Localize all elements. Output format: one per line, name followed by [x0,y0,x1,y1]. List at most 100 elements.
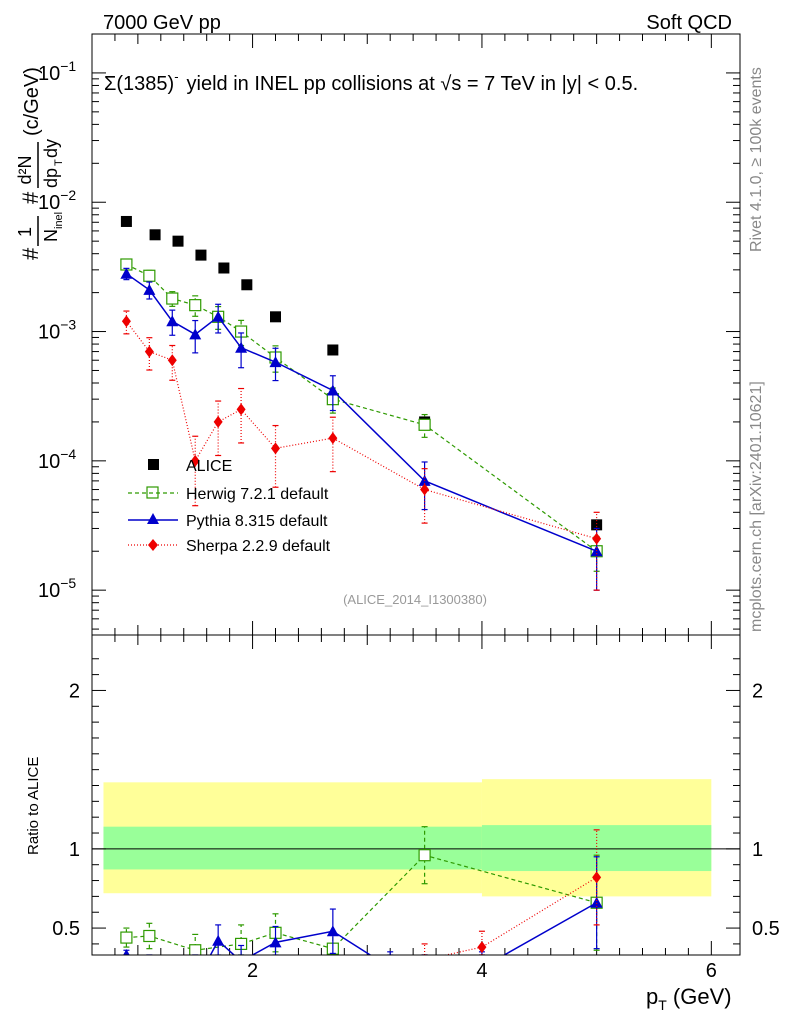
main-point-data [218,262,230,274]
ratio-point-pythia [590,896,603,908]
legend-marker-herwig [146,486,159,499]
ratio-xtick-label: 6 [706,960,717,982]
svg-text:T: T [53,159,65,166]
main-point-pythia [212,310,225,322]
legend-marker-sherpa [148,539,158,551]
ratio-point-herwig [418,849,431,862]
main-line-pythia [125,273,597,552]
main-axis-ticks: 10−1 10−2 10−3 10−4 10−5 [38,33,740,635]
main-point-sherpa [190,454,200,467]
legend-label-sherpa: Sherpa 2.2.9 default [186,538,331,555]
svg-text:dy: dy [41,139,61,158]
main-ytick-label: 10−2 [38,187,76,214]
ratio-point-pythia [212,934,225,946]
ratio-series-sherpa [421,829,602,955]
svg-text:(c/GeV): (c/GeV) [21,67,43,136]
ratio-bands [92,779,740,897]
rivet-label: Rivet 4.1.0, ≥ 100k events [748,67,765,252]
main-point-sherpa [121,315,131,328]
main-ytick-label: 10−4 [38,446,76,473]
category-label: Soft QCD [646,12,732,34]
main-point-sherpa [328,432,338,445]
legend-marker-alice [148,459,159,470]
main-ylabel: # 1 N inel # d²N dp T dy (c/GeV) [15,67,65,260]
svg-text:d²N: d²N [15,155,35,184]
main-point-pythia [166,315,179,327]
main-point-pythia [120,267,133,279]
ratio-xtick-label: 2 [247,960,258,982]
main-point-data [241,279,253,291]
ratio-ytick-label-right: 2 [752,680,763,702]
main-point-data [327,344,339,356]
main-line-sherpa [125,320,597,540]
mcplots-label: mcplots.cern.ch [arXiv:2401.10621] [748,381,765,632]
ratio-ytick-label-right: 1 [752,839,763,861]
main-point-sherpa [271,442,281,455]
ratio-point-sherpa [477,941,487,954]
main-point-pythia [269,356,282,368]
main-point-pythia [235,341,248,353]
main-point-herwig [189,299,202,312]
main-point-sherpa [236,403,246,416]
ratio-axis-ticks: 0.5 0.5 1 1 2 2 2 4 6 [52,635,780,982]
legend: ALICE Herwig 7.2.1 default Pythia 8.315 … [128,458,331,555]
ratio-ytick-label: 2 [69,680,80,702]
ratio-panel: 0.5 0.5 1 1 2 2 2 4 6 Ratio to ALICE pT (GeV) [25,634,780,1013]
main-point-data [591,519,603,531]
main-series-group [120,215,603,591]
ratio-ylabel: Ratio to ALICE [25,757,42,855]
main-point-herwig [418,418,431,431]
main-panel: 10−1 10−2 10−3 10−4 10−5 Σ(1385)- yield in IN… [15,33,741,636]
ratio-point-herwig [189,944,202,955]
svg-text:1: 1 [15,227,35,237]
ratio-point-pythia [123,949,130,955]
ratio-point-pythia [269,936,282,948]
ratio-xlabel: pT (GeV) [646,984,732,1013]
main-point-sherpa [420,483,430,496]
main-ytick-label: 10−1 [38,58,76,85]
main-point-pythia [143,283,156,295]
legend-label-herwig: Herwig 7.2.1 default [186,486,329,503]
analysis-label: (ALICE_2014_I1300380) [343,592,487,607]
main-ytick-label: 10−3 [38,317,76,344]
main-point-sherpa [144,345,154,358]
ratio-frame [91,634,741,956]
chart-title: Σ(1385)- yield in INEL pp collisions at √… [104,69,638,95]
legend-label-alice: ALICE [186,458,232,475]
svg-text:#: # [18,247,43,260]
main-point-data [270,311,282,323]
ratio-point-pythia [326,925,339,937]
legend-marker-pythia [147,513,159,524]
svg-text:inel: inel [53,212,65,229]
ratio-point-herwig [143,929,156,943]
legend-label-pythia: Pythia 8.315 default [186,513,328,530]
main-ytick-label: 10−5 [38,575,76,602]
ratio-line-herwig [126,854,597,951]
ratio-line-pythia [126,902,598,955]
main-point-sherpa [592,532,602,545]
ratio-xtick-label: 4 [476,960,487,982]
main-point-sherpa [167,354,177,367]
ratio-point-herwig [120,931,133,944]
main-point-data [149,229,161,241]
ratio-point-sherpa [592,871,602,884]
main-point-data [195,249,207,261]
main-point-data [120,215,132,227]
energy-label: 7000 GeV pp [103,12,221,34]
main-point-data [172,235,184,247]
ratio-ytick-label: 1 [69,839,80,861]
svg-text:#: # [18,191,43,204]
svg-text:dp: dp [41,168,61,188]
svg-text:N: N [41,229,61,242]
ratio-series-pythia [123,856,603,955]
ratio-ytick-label-right: 0.5 [752,918,780,940]
main-point-herwig [166,292,179,305]
main-line-herwig [126,263,597,552]
main-series-sherpa [121,310,602,591]
main-point-herwig [143,269,156,282]
main-point-pythia [326,384,339,396]
ratio-ytick-label: 0.5 [52,918,80,940]
ratio-series-group [120,826,603,955]
main-point-pythia [189,328,202,340]
